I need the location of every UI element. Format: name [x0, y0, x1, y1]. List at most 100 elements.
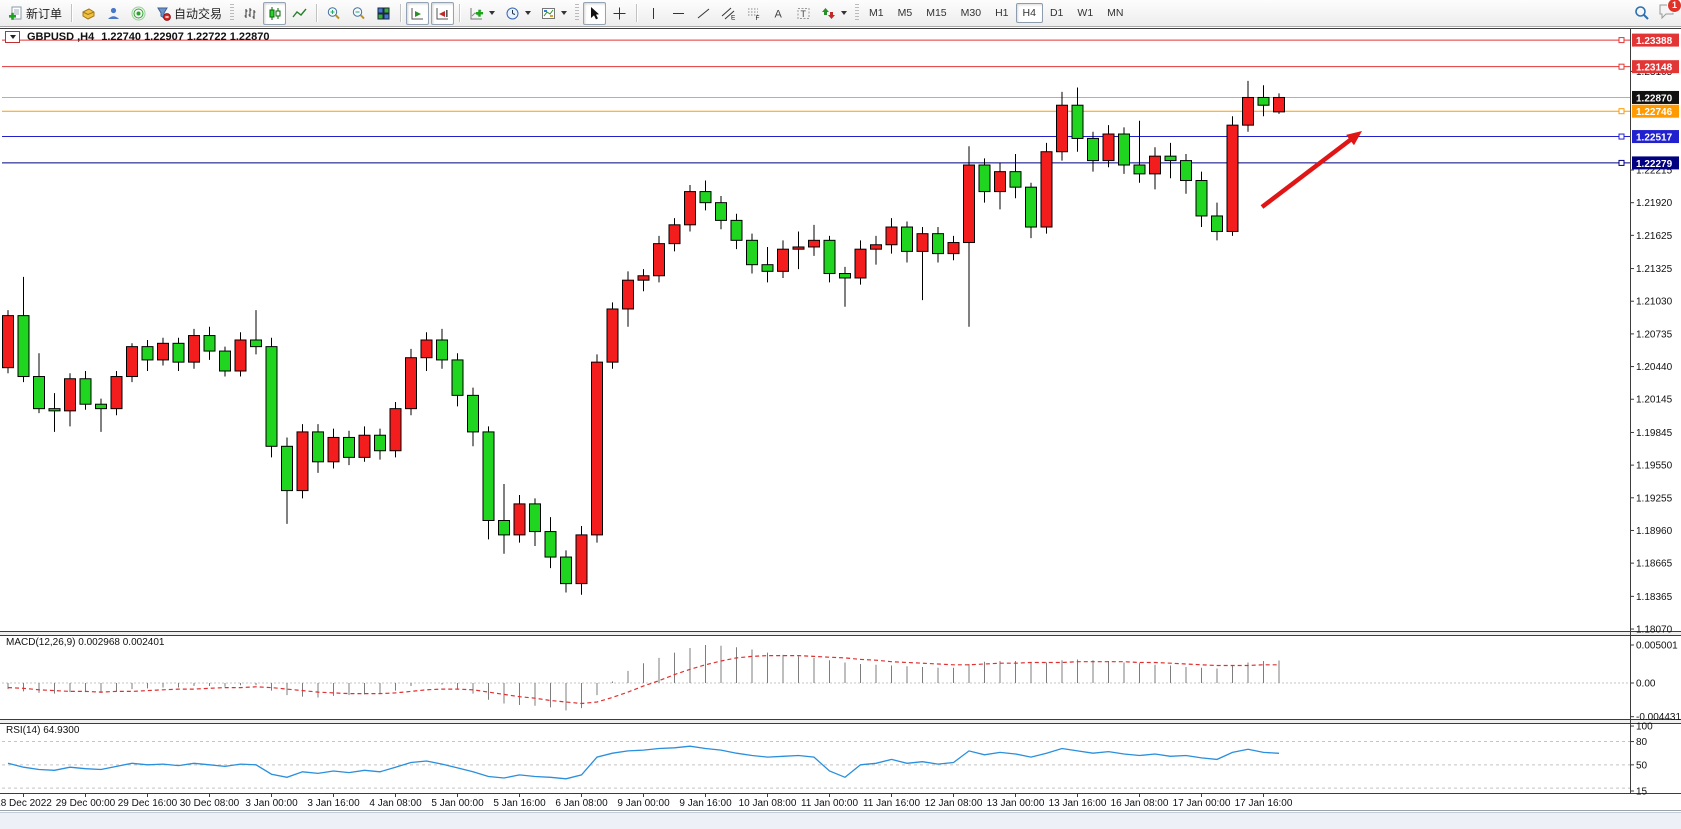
- time-axis-label: 29 Dec 00:00: [56, 798, 116, 809]
- rsi-level-lines: [2, 741, 1630, 789]
- periods-button[interactable]: [501, 2, 535, 25]
- auto-scroll-icon: [411, 7, 424, 19]
- toolbar-grip: [855, 4, 860, 22]
- time-axis[interactable]: 28 Dec 2022 29 Dec 00:00 29 Dec 16:00 30 De…: [0, 793, 1293, 809]
- indicators-button[interactable]: [465, 2, 499, 25]
- candle: [1180, 153, 1192, 194]
- candle: [916, 227, 929, 301]
- community-button[interactable]: [102, 2, 125, 25]
- cursor-icon: [591, 6, 600, 19]
- time-axis-label: 5 Jan 16:00: [493, 798, 546, 809]
- timeframe-h4[interactable]: H4: [1015, 3, 1043, 23]
- timeframe-h1[interactable]: H1: [995, 7, 1009, 19]
- signal-button[interactable]: [127, 2, 150, 25]
- text-icon: A: [775, 8, 783, 20]
- candle: [1025, 182, 1037, 239]
- search-icon[interactable]: [1634, 5, 1650, 21]
- timeframe-m30[interactable]: M30: [960, 7, 982, 19]
- price-line-label[interactable]: [1632, 60, 1679, 74]
- indicators-icon: [470, 7, 484, 19]
- crosshair-button[interactable]: [608, 2, 631, 25]
- line-handle[interactable]: [1618, 108, 1625, 115]
- candle: [110, 370, 123, 416]
- candles-layer: [2, 80, 1285, 595]
- line-chart-button[interactable]: [288, 2, 311, 25]
- price-line-label[interactable]: [1632, 104, 1679, 118]
- candle: [64, 373, 76, 427]
- price-line-label[interactable]: [1632, 90, 1679, 104]
- package-icon: [82, 7, 95, 20]
- candle: [885, 218, 898, 254]
- price-line-label[interactable]: [1632, 130, 1679, 144]
- line-handle[interactable]: [1618, 133, 1625, 140]
- notifications-button[interactable]: 1: [1658, 0, 1681, 24]
- arrows-dropdown-caret: [841, 11, 848, 15]
- candle: [1040, 142, 1053, 234]
- candle: [234, 332, 247, 377]
- tile-windows-button[interactable]: [372, 2, 395, 25]
- symbol-dropdown-icon[interactable]: [5, 31, 20, 43]
- time-axis-label: 6 Jan 08:00: [555, 798, 608, 809]
- macd-tick-label: 0.00: [1636, 679, 1656, 690]
- line-handle[interactable]: [1618, 63, 1625, 70]
- candle: [901, 221, 913, 263]
- timeframe-mn[interactable]: MN: [1107, 7, 1124, 19]
- candle: [188, 328, 200, 369]
- text-label-button[interactable]: T: [792, 2, 815, 25]
- trendline-button[interactable]: [692, 2, 715, 25]
- toolbar-separator: [71, 4, 73, 22]
- package-button[interactable]: [77, 2, 100, 25]
- price-axis[interactable]: 1.231051.222151.219201.216251.213251.210…: [1630, 67, 1681, 798]
- bar-chart-button[interactable]: [238, 2, 261, 25]
- timeframe-w1[interactable]: W1: [1077, 7, 1094, 19]
- timeframe-m1[interactable]: M1: [869, 7, 884, 19]
- text-button[interactable]: A: [767, 2, 790, 25]
- candle: [296, 424, 309, 499]
- crosshair-icon: [613, 7, 626, 19]
- candle: [48, 393, 61, 432]
- toolbar-grip: [230, 4, 235, 22]
- equidistant-channel-button[interactable]: E: [717, 2, 740, 25]
- line-handle[interactable]: [1618, 37, 1625, 44]
- time-axis-label: 17 Jan 00:00: [1173, 798, 1231, 809]
- candle: [219, 346, 231, 377]
- macd-tick-label: -0.004431: [1636, 712, 1681, 723]
- auto-scroll-button[interactable]: [406, 1, 430, 25]
- price-tick-label: 1.21030: [1636, 297, 1673, 308]
- horizontal-line-button[interactable]: [667, 2, 690, 25]
- vertical-line-button[interactable]: [642, 2, 665, 25]
- candlestick-chart-button[interactable]: [263, 1, 287, 25]
- clock-icon: [506, 7, 519, 19]
- zoom-out-button[interactable]: [347, 2, 370, 25]
- price-chart[interactable]: 1.231051.222151.219201.216251.213251.210…: [0, 26, 1681, 812]
- chart-shift-button[interactable]: [431, 1, 455, 25]
- svg-text:1.22746: 1.22746: [1636, 107, 1673, 118]
- trend-arrow[interactable]: [1260, 131, 1362, 209]
- arrows-shapes-button[interactable]: [817, 2, 851, 25]
- rsi-indicator-label: RSI(14) 64.9300: [6, 725, 80, 736]
- price-tick-label: 1.22215: [1636, 166, 1673, 177]
- timeframe-m15[interactable]: M15: [926, 7, 947, 19]
- candle: [730, 213, 743, 250]
- auto-trading-button[interactable]: 自动交易: [152, 2, 226, 25]
- template-button[interactable]: [537, 2, 571, 25]
- line-handle[interactable]: [1618, 159, 1625, 166]
- candle: [436, 328, 448, 369]
- candle: [1118, 127, 1130, 174]
- fibonacci-button[interactable]: F: [742, 2, 765, 25]
- svg-text:1.23388: 1.23388: [1636, 36, 1673, 47]
- candle: [1226, 116, 1239, 236]
- time-axis-label: 3 Jan 00:00: [245, 798, 298, 809]
- price-line-label[interactable]: [1632, 156, 1679, 170]
- timeframe-d1[interactable]: D1: [1049, 7, 1064, 19]
- candle: [1102, 125, 1115, 168]
- periods-dropdown-caret: [525, 11, 532, 15]
- svg-text:1.22517: 1.22517: [1636, 133, 1673, 144]
- price-line-label[interactable]: [1632, 33, 1679, 47]
- timeframe-m5[interactable]: M5: [897, 7, 913, 19]
- cursor-button[interactable]: [583, 1, 607, 25]
- new-order-button[interactable]: 新订单: [4, 2, 66, 25]
- rsi-tick-label: 15: [1636, 787, 1648, 798]
- zoom-in-button[interactable]: [322, 2, 345, 25]
- macd-histogram: [7, 645, 1280, 711]
